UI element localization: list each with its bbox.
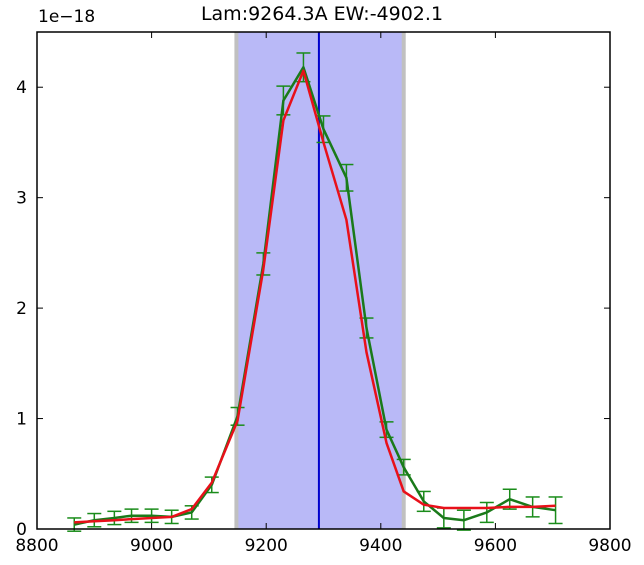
- series-layer: [67, 52, 563, 532]
- x-tick-label: 9800: [588, 536, 631, 556]
- x-tick-label: 8800: [15, 536, 58, 556]
- x-tick-label: 9600: [474, 536, 517, 556]
- y-tick-label: 2: [16, 299, 27, 319]
- series-line-data: [73, 66, 556, 526]
- y-tick-label: 1: [16, 410, 27, 430]
- tick-layer: 8800 9000 9200 9400 9600 9800 0 1 2 3 4: [15, 32, 632, 556]
- x-tick-label: 9000: [130, 536, 173, 556]
- plot-frame: [36, 31, 611, 530]
- y-tick-label: 3: [16, 189, 27, 209]
- x-tick-label: 9400: [359, 536, 402, 556]
- y-tick-label: 0: [16, 520, 27, 540]
- y-axis-multiplier-label: 1e−18: [38, 7, 95, 27]
- y-tick-label: 4: [16, 78, 27, 98]
- series-line-fit: [74, 69, 556, 524]
- x-tick-label: 9200: [245, 536, 288, 556]
- chart-title: Lam:9264.3A EW:-4902.1: [201, 3, 443, 25]
